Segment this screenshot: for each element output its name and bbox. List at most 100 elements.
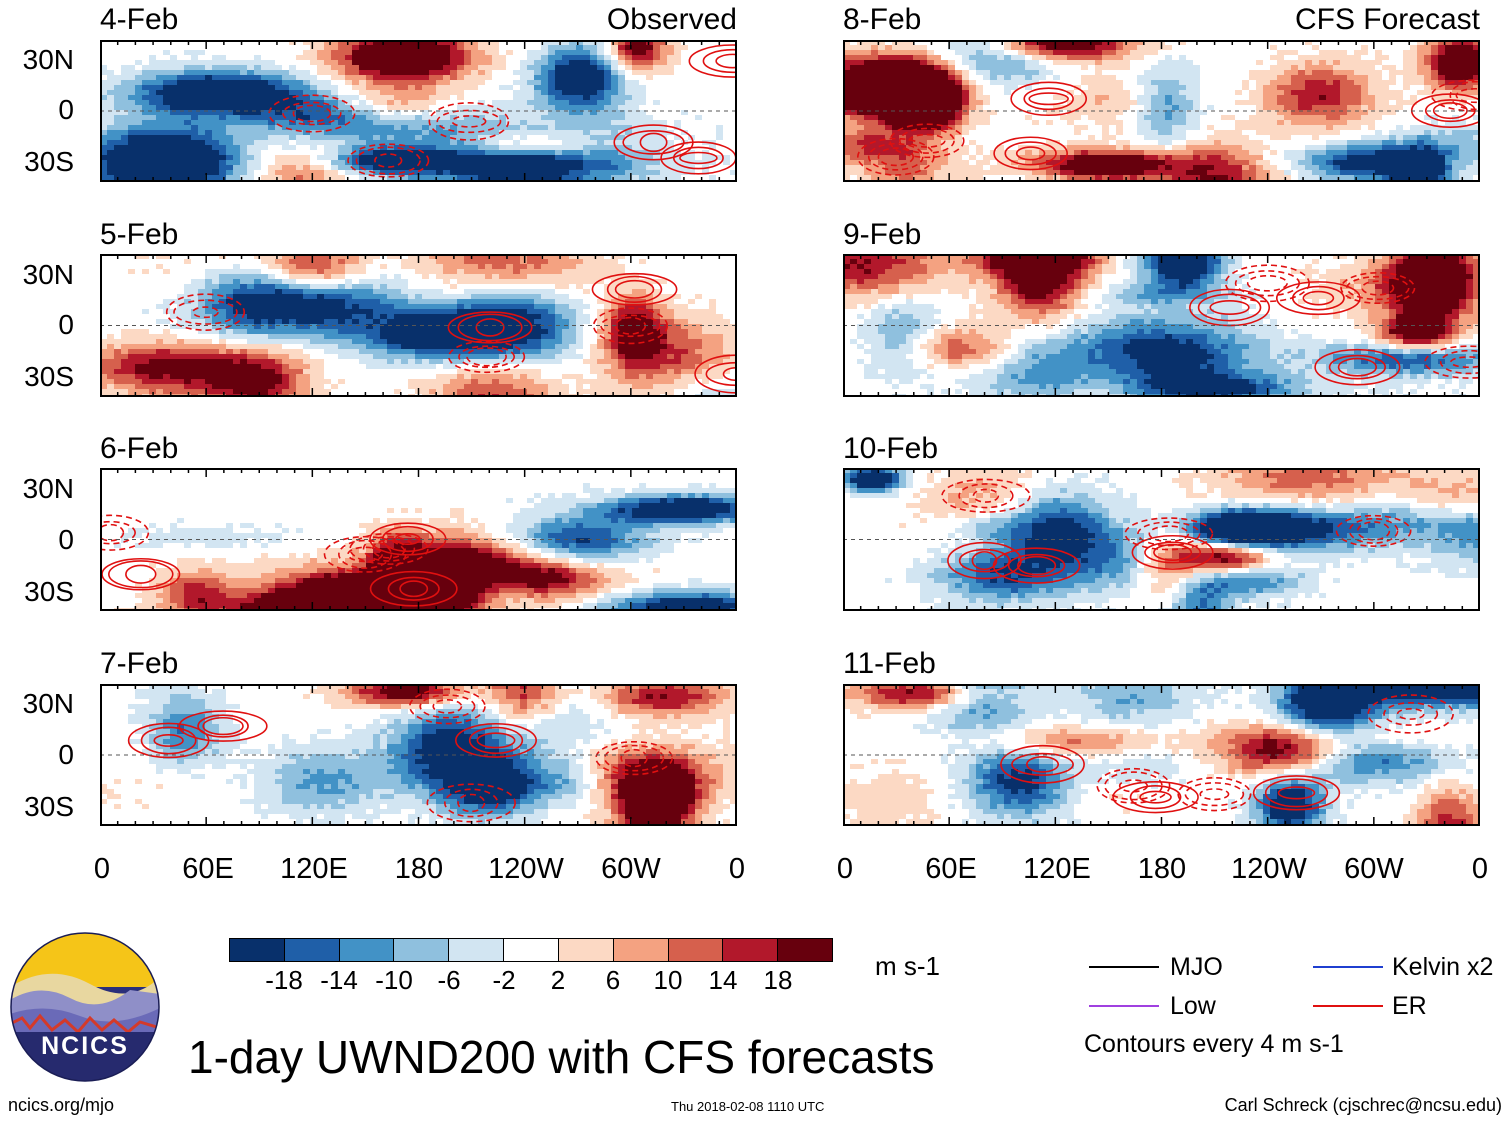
- heatmap-cell: [569, 45, 577, 51]
- heatmap-cell: [268, 269, 276, 275]
- heatmap-cell: [541, 314, 549, 320]
- heatmap-cell: [359, 339, 367, 345]
- heatmap-cell: [212, 374, 220, 380]
- heatmap-cell: [576, 105, 584, 111]
- heatmap-cell: [408, 329, 416, 335]
- heatmap-cell: [653, 369, 661, 375]
- heatmap-cell: [233, 354, 241, 360]
- heatmap-cell: [135, 309, 143, 315]
- heatmap-cell: [100, 339, 108, 345]
- heatmap-cell: [702, 279, 710, 285]
- heatmap-cell: [716, 324, 724, 330]
- heatmap-cell: [282, 175, 290, 181]
- heatmap-cell: [618, 334, 626, 340]
- heatmap-cell: [485, 60, 493, 66]
- heatmap-cell: [527, 135, 535, 141]
- heatmap-cell: [401, 100, 409, 106]
- heatmap-cell: [688, 324, 696, 330]
- heatmap-cell: [583, 284, 591, 290]
- heatmap-cell: [450, 264, 458, 270]
- heatmap-cell: [149, 65, 157, 71]
- heatmap-cell: [653, 309, 661, 315]
- heatmap-cell: [177, 304, 185, 310]
- heatmap-cell: [303, 254, 311, 260]
- heatmap-cell: [632, 90, 640, 96]
- heatmap-cell: [478, 115, 486, 121]
- heatmap-cell: [282, 349, 290, 355]
- heatmap-cell: [324, 95, 332, 101]
- heatmap-cell: [387, 110, 395, 116]
- heatmap-cell: [534, 354, 542, 360]
- heatmap-cell: [345, 324, 353, 330]
- heatmap-cell: [464, 135, 472, 141]
- heatmap-cell: [513, 65, 521, 71]
- heatmap-cell: [156, 40, 164, 46]
- heatmap-cell: [233, 359, 241, 365]
- heatmap-cell: [345, 135, 353, 141]
- heatmap-cell: [422, 65, 430, 71]
- heatmap-cell: [541, 70, 549, 76]
- heatmap-cell: [387, 289, 395, 295]
- heatmap-cell: [261, 55, 269, 61]
- heatmap-cell: [422, 314, 430, 320]
- heatmap-cell: [247, 294, 255, 300]
- heatmap-cell: [303, 165, 311, 171]
- heatmap-cell: [268, 40, 276, 46]
- heatmap-cell: [443, 369, 451, 375]
- heatmap-cell: [261, 165, 269, 171]
- heatmap-cell: [282, 40, 290, 46]
- heatmap-cell: [380, 80, 388, 86]
- heatmap-cell: [170, 120, 178, 126]
- heatmap-cell: [317, 269, 325, 275]
- heatmap-cell: [352, 65, 360, 71]
- heatmap-cell: [226, 269, 234, 275]
- heatmap-cell: [625, 259, 633, 265]
- heatmap-cell: [191, 274, 199, 280]
- heatmap-cell: [219, 95, 227, 101]
- heatmap-cell: [324, 130, 332, 136]
- heatmap-cell: [541, 304, 549, 310]
- heatmap-cell: [100, 170, 108, 176]
- heatmap-cell: [254, 329, 262, 335]
- heatmap-cell: [352, 50, 360, 56]
- heatmap-cell: [310, 259, 318, 265]
- heatmap-cell: [562, 329, 570, 335]
- heatmap-cell: [184, 100, 192, 106]
- heatmap-cell: [702, 90, 710, 96]
- heatmap-cell: [639, 115, 647, 121]
- heatmap-cell: [254, 339, 262, 345]
- heatmap-cell: [429, 344, 437, 350]
- heatmap-cell: [338, 294, 346, 300]
- heatmap-cell: [149, 364, 157, 370]
- heatmap-cell: [415, 150, 423, 156]
- heatmap-cell: [681, 339, 689, 345]
- heatmap-cell: [268, 254, 276, 260]
- heatmap-cell: [408, 50, 416, 56]
- heatmap-cell: [366, 359, 374, 365]
- heatmap-cell: [604, 374, 612, 380]
- heatmap-cell: [128, 40, 136, 46]
- heatmap-cell: [191, 125, 199, 131]
- heatmap-cell: [541, 100, 549, 106]
- heatmap-cell: [149, 95, 157, 101]
- heatmap-cell: [191, 90, 199, 96]
- heatmap-cell: [555, 349, 563, 355]
- heatmap-cell: [282, 269, 290, 275]
- heatmap-cell: [506, 155, 514, 161]
- heatmap-cell: [667, 254, 675, 260]
- heatmap-cell: [352, 324, 360, 330]
- heatmap-cell: [219, 344, 227, 350]
- heatmap-cell: [380, 329, 388, 335]
- heatmap-cell: [695, 110, 703, 116]
- heatmap-cell: [492, 155, 500, 161]
- heatmap-cell: [373, 60, 381, 66]
- heatmap-cell: [436, 314, 444, 320]
- heatmap-cell: [212, 354, 220, 360]
- heatmap-cell: [695, 95, 703, 101]
- heatmap-cell: [702, 130, 710, 136]
- heatmap-cell: [576, 274, 584, 280]
- heatmap-cell: [408, 165, 416, 171]
- heatmap-cell: [471, 160, 479, 166]
- heatmap-cell: [471, 259, 479, 265]
- heatmap-cell: [247, 319, 255, 325]
